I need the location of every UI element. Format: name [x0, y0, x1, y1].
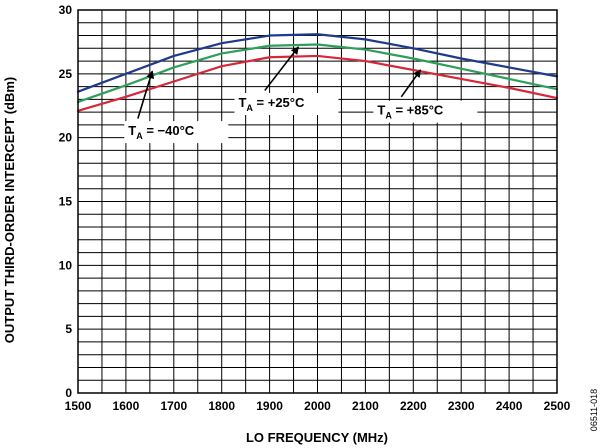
- y-tick-label: 25: [59, 67, 73, 81]
- annotation-backdrop: [124, 121, 229, 144]
- x-tick-label: 2400: [496, 399, 523, 413]
- y-axis-title: OUTPUT THIRD-ORDER INTERCEPT (dBm): [2, 77, 17, 344]
- annotation-label-plus85: TA = +85°C: [377, 103, 444, 121]
- x-tick-label: 1500: [65, 399, 92, 413]
- figure-id: 06511-018: [589, 389, 599, 431]
- series-line-plus85: [76, 54, 559, 112]
- series-line-plus25: [76, 43, 559, 104]
- plot-border: [77, 9, 558, 394]
- x-tick-label: 1700: [160, 399, 187, 413]
- annotation-backdrop: [234, 93, 339, 116]
- annotation-arrow-plus25: [264, 46, 299, 91]
- x-tick-label: 2200: [400, 399, 427, 413]
- annotation-arrow-minus40: [137, 70, 155, 119]
- y-tick-label: 0: [65, 386, 72, 400]
- y-tick-label: 30: [59, 3, 73, 17]
- x-tick-label: 1800: [208, 399, 235, 413]
- x-axis-title: LO FREQUENCY (MHz): [246, 430, 388, 445]
- y-tick-label: 10: [59, 258, 73, 272]
- plot-frame: [77, 9, 558, 394]
- annotation-label-minus40: TA = −40°C: [128, 123, 195, 141]
- chart-grid: [77, 9, 558, 394]
- chart-series: [76, 33, 559, 112]
- chart-annotations: TA = −40°C TA = +25°C TA = +85°C: [124, 46, 478, 144]
- x-tick-label: 2500: [544, 399, 571, 413]
- x-tick-label: 2100: [352, 399, 379, 413]
- annotation-arrow-plus85: [400, 69, 422, 98]
- x-tick-label: 2300: [448, 399, 475, 413]
- tick-labels: 1500 1600 1700 1800 1900 2000 2100 2200 2300 2400…: [59, 3, 571, 413]
- y-tick-label: 20: [59, 131, 73, 145]
- x-tick-label: 1900: [256, 399, 283, 413]
- y-tick-label: 15: [59, 195, 73, 209]
- y-tick-label: 5: [65, 322, 72, 336]
- x-tick-label: 2000: [304, 399, 331, 413]
- annotation-label-plus25: TA = +25°C: [238, 95, 305, 113]
- series-line-minus40: [76, 33, 559, 93]
- x-tick-label: 1600: [113, 399, 140, 413]
- annotation-backdrop: [373, 100, 478, 123]
